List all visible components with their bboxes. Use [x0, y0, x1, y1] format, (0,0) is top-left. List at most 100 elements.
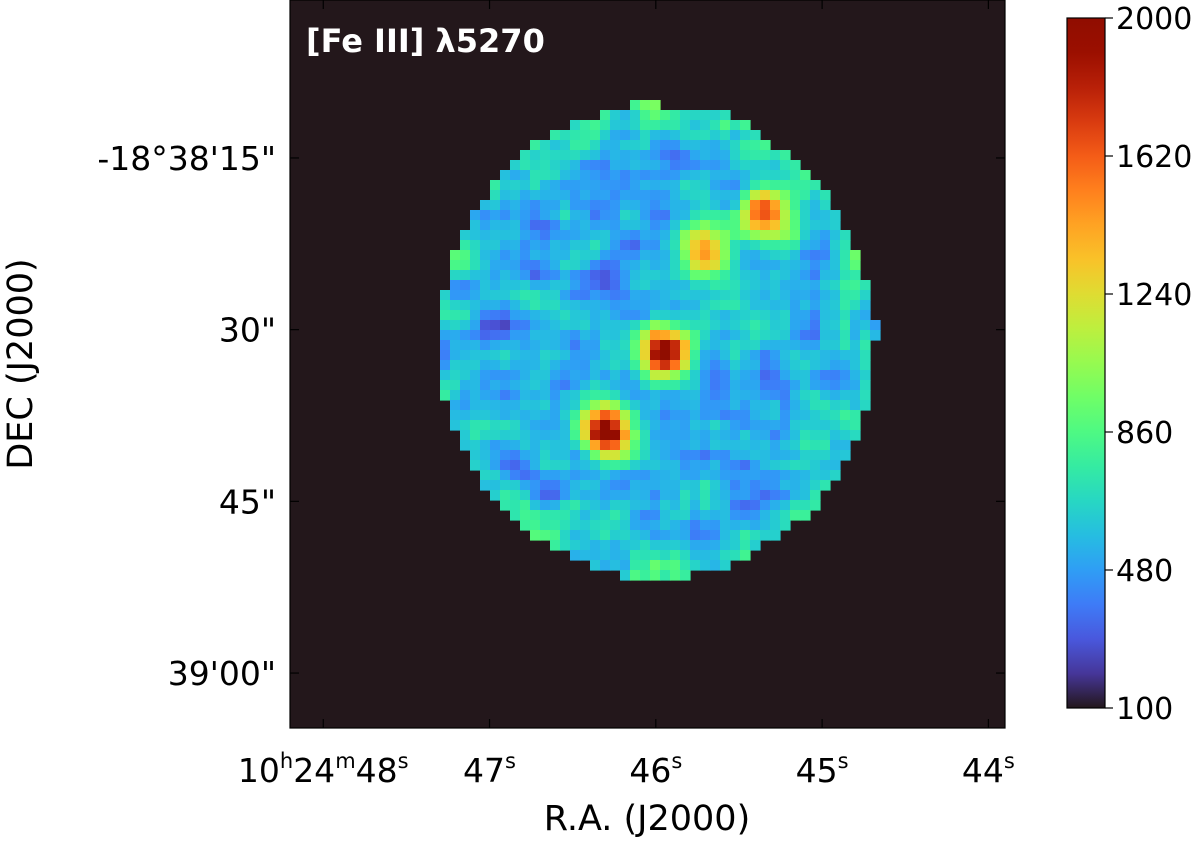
map-pixel [510, 480, 521, 491]
map-pixel [780, 390, 791, 401]
map-pixel [790, 480, 801, 491]
map-pixel [770, 420, 781, 431]
map-pixel [560, 460, 571, 471]
map-pixel [660, 330, 671, 341]
map-pixel [690, 260, 701, 271]
map-pixel [720, 430, 731, 441]
map-pixel [790, 340, 801, 351]
map-pixel [470, 440, 481, 451]
map-pixel [720, 120, 731, 131]
map-pixel [480, 300, 491, 311]
map-pixel [580, 140, 591, 151]
map-pixel [500, 320, 511, 331]
map-pixel [570, 380, 581, 391]
map-pixel [500, 190, 511, 201]
map-pixel [810, 300, 821, 311]
map-pixel [680, 480, 691, 491]
map-pixel [730, 520, 741, 531]
map-pixel [780, 210, 791, 221]
map-pixel [510, 450, 521, 461]
map-pixel [700, 410, 711, 421]
map-pixel [630, 360, 641, 371]
map-pixel [560, 200, 571, 211]
map-pixel [680, 140, 691, 151]
map-pixel [510, 410, 521, 421]
map-pixel [700, 510, 711, 521]
map-pixel [710, 450, 721, 461]
map-pixel [560, 190, 571, 201]
map-pixel [620, 270, 631, 281]
map-pixel [510, 240, 521, 251]
map-pixel [680, 540, 691, 551]
map-pixel [810, 350, 821, 361]
map-pixel [760, 440, 771, 451]
map-pixel [720, 390, 731, 401]
map-pixel [540, 230, 551, 241]
map-pixel [810, 410, 821, 421]
map-pixel [820, 350, 831, 361]
map-pixel [770, 280, 781, 291]
map-pixel [550, 420, 561, 431]
map-pixel [770, 160, 781, 171]
map-pixel [720, 210, 731, 221]
map-pixel [850, 410, 861, 421]
map-pixel [540, 500, 551, 511]
map-pixel [570, 270, 581, 281]
map-pixel [670, 260, 681, 271]
map-pixel [700, 250, 711, 261]
map-pixel [700, 420, 711, 431]
map-pixel [770, 470, 781, 481]
map-pixel [760, 430, 771, 441]
map-pixel [770, 170, 781, 181]
map-pixel [600, 470, 611, 481]
map-pixel [490, 270, 501, 281]
map-pixel [530, 430, 541, 441]
map-pixel [670, 240, 681, 251]
map-pixel [550, 160, 561, 171]
map-pixel [790, 430, 801, 441]
map-pixel [770, 150, 781, 161]
map-pixel [480, 200, 491, 211]
map-pixel [670, 220, 681, 231]
map-pixel [470, 460, 481, 471]
map-pixel [790, 290, 801, 301]
map-pixel [470, 330, 481, 341]
map-pixel [630, 420, 641, 431]
map-pixel [730, 260, 741, 271]
map-pixel [680, 530, 691, 541]
map-pixel [600, 150, 611, 161]
map-pixel [730, 220, 741, 231]
map-pixel [680, 220, 691, 231]
map-pixel [830, 280, 841, 291]
map-pixel [540, 380, 551, 391]
map-pixel [820, 400, 831, 411]
map-pixel [790, 490, 801, 501]
map-pixel [750, 510, 761, 521]
map-pixel [680, 300, 691, 311]
map-pixel [770, 340, 781, 351]
map-pixel [680, 470, 691, 481]
map-pixel [840, 310, 851, 321]
map-pixel [660, 360, 671, 371]
map-pixel [580, 390, 591, 401]
map-pixel [710, 110, 721, 121]
map-pixel [820, 410, 831, 421]
map-pixel [520, 460, 531, 471]
map-pixel [700, 300, 711, 311]
map-pixel [810, 270, 821, 281]
map-pixel [550, 290, 561, 301]
map-pixel [520, 240, 531, 251]
map-pixel [780, 180, 791, 191]
map-pixel [590, 380, 601, 391]
map-pixel [580, 130, 591, 141]
map-pixel [740, 280, 751, 291]
map-pixel [710, 400, 721, 411]
map-pixel [700, 380, 711, 391]
map-pixel [750, 450, 761, 461]
map-pixel [780, 380, 791, 391]
map-pixel [720, 220, 731, 231]
x-tick-label: 45s [796, 749, 849, 790]
map-pixel [450, 320, 461, 331]
map-pixel [540, 260, 551, 271]
map-pixel [660, 110, 671, 121]
